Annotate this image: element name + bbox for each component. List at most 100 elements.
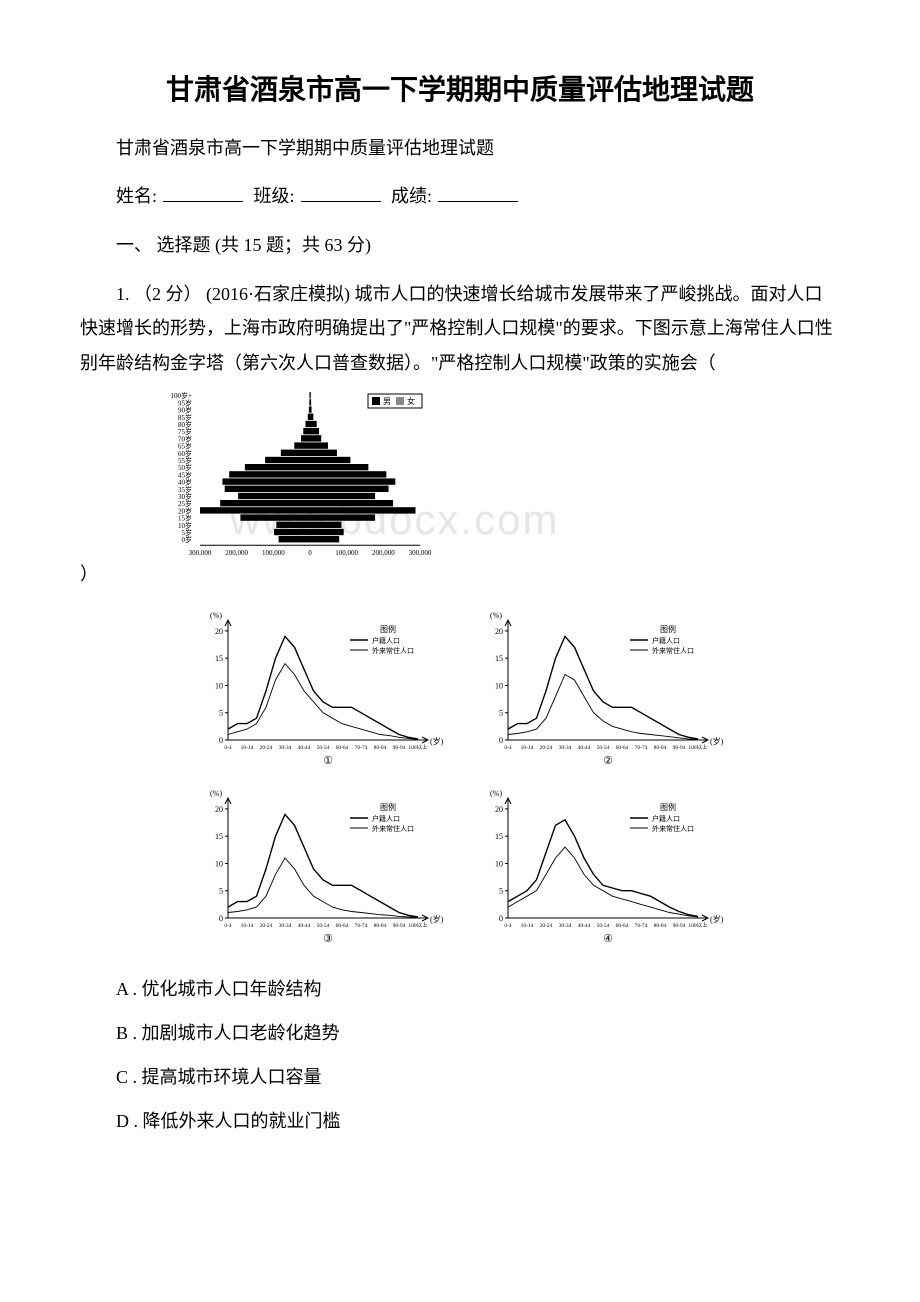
svg-text:100以上: 100以上 <box>408 743 428 751</box>
svg-text:图例: 图例 <box>380 624 396 634</box>
svg-text:0: 0 <box>499 914 503 923</box>
svg-text:20-24: 20-24 <box>540 745 553 751</box>
svg-text:图例: 图例 <box>380 802 396 812</box>
svg-text:5: 5 <box>219 708 223 717</box>
svg-text:10-14: 10-14 <box>241 923 254 929</box>
svg-text:20: 20 <box>215 805 223 814</box>
line-chart-4: 05101520(%)0-410-1420-2430-3440-4450-546… <box>480 786 730 956</box>
svg-text:50-54: 50-54 <box>317 745 330 751</box>
svg-text:男: 男 <box>383 397 391 406</box>
svg-text:(%): (%) <box>490 789 502 798</box>
svg-text:70-74: 70-74 <box>635 923 648 929</box>
svg-text:户籍人口: 户籍人口 <box>372 814 400 823</box>
svg-text:200,000: 200,000 <box>372 549 395 557</box>
svg-text:④: ④ <box>603 933 613 945</box>
svg-text:20-24: 20-24 <box>260 923 273 929</box>
svg-text:100,000: 100,000 <box>262 549 285 557</box>
svg-text:图例: 图例 <box>660 624 676 634</box>
svg-text:80-84: 80-84 <box>654 923 667 929</box>
svg-text:90-94: 90-94 <box>393 923 406 929</box>
choice-c: C . 提高城市环境人口容量 <box>80 1060 840 1094</box>
svg-text:10-14: 10-14 <box>521 923 534 929</box>
svg-text:15: 15 <box>215 832 223 841</box>
name-blank <box>163 201 243 202</box>
svg-text:0: 0 <box>219 914 223 923</box>
svg-text:60-64: 60-64 <box>336 745 349 751</box>
svg-text:①: ① <box>323 755 333 767</box>
name-label: 姓名: <box>116 186 157 206</box>
svg-text:③: ③ <box>323 933 333 945</box>
svg-text:5: 5 <box>499 886 503 895</box>
page-title: 甘肃省酒泉市高一下学期期中质量评估地理试题 <box>80 70 840 112</box>
svg-text:户籍人口: 户籍人口 <box>652 636 680 645</box>
svg-text:15: 15 <box>215 654 223 663</box>
svg-text:20: 20 <box>495 627 503 636</box>
svg-text:15: 15 <box>495 832 503 841</box>
choice-d: D . 降低外来人口的就业门槛 <box>80 1104 840 1138</box>
choice-a: A . 优化城市人口年龄结构 <box>80 972 840 1006</box>
population-pyramid-chart: 100岁+95岁90岁85岁80岁75岁70岁65岁60岁55岁50岁45岁40… <box>170 384 450 574</box>
svg-text:80-84: 80-84 <box>654 745 667 751</box>
svg-text:(%): (%) <box>210 611 222 620</box>
line-chart-2: 05101520(%)0-410-1420-2430-3440-4450-546… <box>480 608 730 778</box>
line-charts-row-2: 05101520(%)0-410-1420-2430-3440-4450-546… <box>200 786 840 956</box>
svg-text:60-64: 60-64 <box>616 923 629 929</box>
section-header: 一、 选择题 (共 15 题；共 63 分) <box>80 229 840 261</box>
choice-b: B . 加剧城市人口老龄化趋势 <box>80 1016 840 1050</box>
svg-text:100以上: 100以上 <box>408 921 428 929</box>
svg-text:60-64: 60-64 <box>616 745 629 751</box>
svg-text:0: 0 <box>308 549 312 557</box>
svg-text:0: 0 <box>499 736 503 745</box>
svg-text:(%): (%) <box>210 789 222 798</box>
svg-text:(岁): (岁) <box>710 914 724 924</box>
svg-text:200,000: 200,000 <box>225 549 248 557</box>
line-chart-3: 05101520(%)0-410-1420-2430-3440-4450-546… <box>200 786 450 956</box>
svg-text:(岁): (岁) <box>710 736 724 746</box>
svg-text:20: 20 <box>495 805 503 814</box>
svg-text:户籍人口: 户籍人口 <box>372 636 400 645</box>
svg-text:10-14: 10-14 <box>241 745 254 751</box>
svg-text:70-74: 70-74 <box>635 745 648 751</box>
svg-text:70-74: 70-74 <box>355 745 368 751</box>
score-blank <box>438 201 518 202</box>
svg-text:(岁): (岁) <box>430 914 444 924</box>
figures-container: 100岁+95岁90岁85岁80岁75岁70岁65岁60岁55岁50岁45岁40… <box>80 384 840 956</box>
svg-text:外来常住人口: 外来常住人口 <box>652 646 694 655</box>
class-blank <box>301 201 381 202</box>
svg-text:40-44: 40-44 <box>578 745 591 751</box>
svg-text:300,000: 300,000 <box>409 549 432 557</box>
line-charts-grid: 0 5 10 15 20 (%) 0-4 10-14 20-24 30-34 40-44 50-54 6… <box>200 608 840 956</box>
svg-text:40-44: 40-44 <box>298 745 311 751</box>
svg-text:60-64: 60-64 <box>336 923 349 929</box>
svg-text:10: 10 <box>495 859 503 868</box>
svg-text:50-54: 50-54 <box>317 923 330 929</box>
svg-text:0-4: 0-4 <box>504 745 512 751</box>
line-chart-1: 05101520(%)0-410-1420-2430-3440-4450-546… <box>200 608 450 778</box>
svg-text:50-54: 50-54 <box>597 745 610 751</box>
svg-text:70-74: 70-74 <box>355 923 368 929</box>
svg-text:20-24: 20-24 <box>260 745 273 751</box>
svg-text:50-54: 50-54 <box>597 923 610 929</box>
svg-text:80-84: 80-84 <box>374 745 387 751</box>
svg-text:30-34: 30-34 <box>279 745 292 751</box>
line-charts-row-1: 0 5 10 15 20 (%) 0-4 10-14 20-24 30-34 40-44 50-54 6… <box>200 608 840 778</box>
svg-text:30-34: 30-34 <box>279 923 292 929</box>
svg-text:0-4: 0-4 <box>504 923 512 929</box>
subtitle: 甘肃省酒泉市高一下学期期中质量评估地理试题 <box>80 132 840 164</box>
svg-text:10: 10 <box>215 681 223 690</box>
svg-text:0-4: 0-4 <box>224 923 232 929</box>
svg-text:外来常住人口: 外来常住人口 <box>372 646 414 655</box>
score-label: 成绩: <box>391 186 432 206</box>
svg-text:图例: 图例 <box>660 802 676 812</box>
student-info-line: 姓名: 班级: 成绩: <box>80 180 840 212</box>
svg-text:(%): (%) <box>490 611 502 620</box>
svg-text:300,000: 300,000 <box>189 549 212 557</box>
svg-text:户籍人口: 户籍人口 <box>652 814 680 823</box>
svg-text:90-94: 90-94 <box>673 745 686 751</box>
svg-text:100,000: 100,000 <box>335 549 358 557</box>
svg-text:0岁: 0岁 <box>182 535 193 544</box>
svg-text:(岁): (岁) <box>430 736 444 746</box>
svg-text:30-34: 30-34 <box>559 745 572 751</box>
pyramid-chart-block: 100岁+95岁90岁85岁80岁75岁70岁65岁60岁55岁50岁45岁40… <box>80 384 840 574</box>
svg-text:0: 0 <box>219 736 223 745</box>
